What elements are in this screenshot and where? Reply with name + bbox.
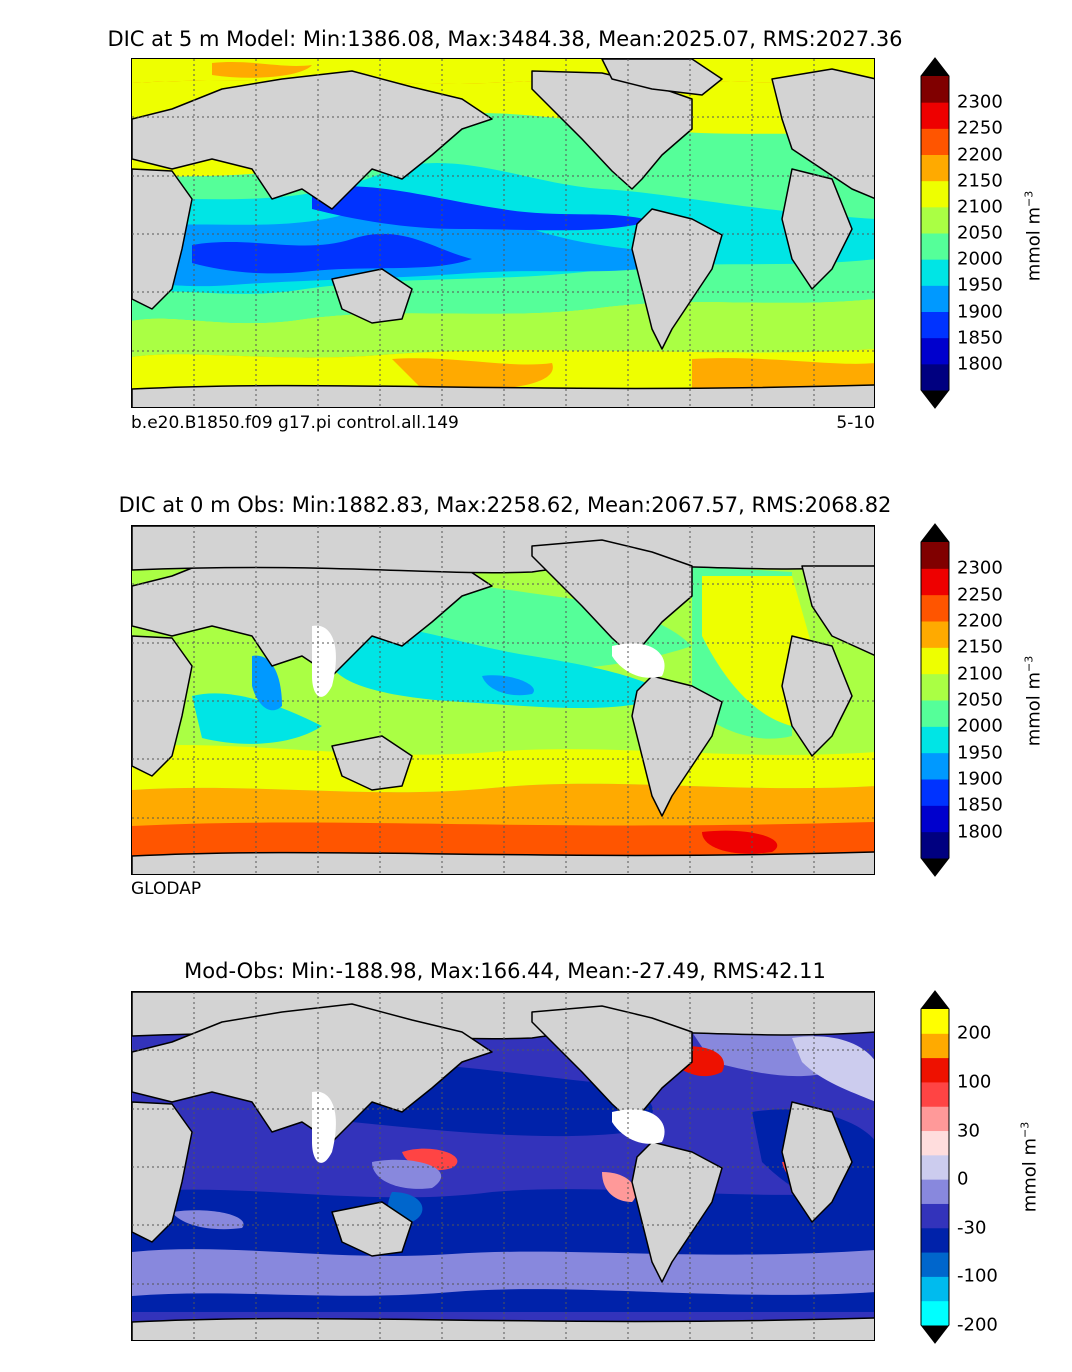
- colorbar-tick-label: 2250: [957, 117, 1003, 139]
- colorbar-swatch: [921, 1300, 949, 1326]
- colorbar-extend-max: [921, 524, 949, 542]
- colorbar-tick-label: -30: [957, 1217, 987, 1239]
- colorbar-swatch: [921, 568, 949, 596]
- colorbar-tick-label: 1900: [957, 301, 1003, 322]
- colorbar-tick-label: 2300: [957, 557, 1003, 579]
- colorbar-tick-label: 2150: [957, 636, 1003, 658]
- colorbar-tick-label: 1800: [957, 353, 1003, 375]
- colorbar-swatch: [921, 128, 949, 155]
- colorbar-extend-min: [921, 1325, 949, 1343]
- colorbar-tick-label: 2050: [957, 222, 1003, 244]
- colorbar-tick-label: 1900: [957, 768, 1003, 790]
- colorbar-swatch: [921, 805, 949, 833]
- colorbar-swatch: [921, 285, 949, 312]
- colorbar-swatch: [921, 1033, 949, 1059]
- left-note: b.e20.B1850.f09 g17.pi control.all.149: [131, 413, 459, 433]
- colorbar-tick-label: 1850: [957, 327, 1003, 349]
- map-obs-dic: [131, 525, 875, 875]
- colorbar-tick-label: 1800: [957, 821, 1003, 843]
- panel-title: DIC at 0 m Obs: Min:1882.83, Max:2258.62…: [118, 493, 892, 517]
- colorbar-tick-label: 2300: [957, 91, 1003, 113]
- colorbar: [920, 990, 950, 1344]
- colorbar-tick-label: 2050: [957, 689, 1003, 711]
- map-diff: [131, 991, 875, 1341]
- colorbar-swatch: [921, 700, 949, 727]
- colorbar-tick-label: 2000: [957, 248, 1003, 270]
- colorbar-swatch: [921, 206, 949, 234]
- colorbar: [920, 57, 950, 409]
- colorbar-swatch: [921, 1130, 949, 1156]
- colorbar-swatch: [921, 1179, 949, 1204]
- panel-title: Mod-Obs: Min:-188.98, Max:166.44, Mean:-…: [184, 959, 826, 983]
- colorbar-svg: [920, 990, 950, 1344]
- map-obs-svg: [132, 526, 874, 874]
- left-note: GLODAP: [131, 879, 202, 899]
- colorbar-swatch: [921, 154, 949, 182]
- colorbar-tick-label: 2100: [957, 196, 1003, 218]
- colorbar-tick-label: 2200: [957, 144, 1003, 165]
- map-model-dic: [131, 58, 875, 408]
- colorbar-unit: mmol m−3: [1022, 655, 1045, 747]
- colorbar-tick-label: -200: [957, 1314, 998, 1336]
- colorbar-swatch: [921, 1106, 949, 1132]
- colorbar-extend-max: [921, 58, 949, 76]
- colorbar-frame: [920, 990, 950, 1344]
- colorbar-tick-label: 2200: [957, 610, 1003, 632]
- colorbar-tick-label: 200: [957, 1022, 992, 1044]
- colorbar-swatch: [921, 76, 949, 103]
- colorbar: [920, 523, 950, 877]
- colorbar-tick-label: 0: [957, 1168, 969, 1190]
- colorbar-svg: [920, 57, 950, 409]
- colorbar-unit: mmol m−3: [1022, 190, 1045, 282]
- colorbar-extend-min: [921, 858, 949, 876]
- colorbar-tick-label: 100: [957, 1071, 992, 1093]
- colorbar-swatch: [921, 621, 949, 648]
- colorbar-extend-max: [921, 991, 949, 1009]
- colorbar-swatch: [921, 726, 949, 754]
- panel-title: DIC at 5 m Model: Min:1386.08, Max:3484.…: [107, 27, 903, 51]
- colorbar-swatch: [921, 594, 949, 622]
- colorbar-frame: [920, 523, 950, 877]
- colorbar-swatch: [921, 363, 949, 391]
- colorbar-swatch: [921, 831, 949, 859]
- colorbar-swatch: [921, 311, 949, 339]
- colorbar-svg: [920, 523, 950, 877]
- map-model-svg: [132, 59, 874, 407]
- colorbar-swatch: [921, 647, 949, 675]
- colorbar-tick-label: 2250: [957, 584, 1003, 606]
- map-diff-svg: [132, 992, 874, 1340]
- colorbar-swatch: [921, 673, 949, 701]
- right-note: 5-10: [836, 413, 875, 433]
- colorbar-extend-min: [921, 390, 949, 408]
- colorbar-swatch: [921, 1252, 949, 1277]
- colorbar-swatch: [921, 102, 949, 129]
- colorbar-tick-label: 30: [957, 1120, 980, 1142]
- colorbar-swatch: [921, 752, 949, 780]
- colorbar-swatch: [921, 1276, 949, 1302]
- colorbar-tick-label: 1950: [957, 274, 1003, 296]
- colorbar-swatch: [921, 1057, 949, 1083]
- colorbar-swatch: [921, 233, 949, 260]
- colorbar-swatch: [921, 779, 949, 806]
- colorbar-swatch: [921, 1009, 949, 1034]
- colorbar-swatch: [921, 1227, 949, 1253]
- colorbar-tick-label: 1850: [957, 794, 1003, 816]
- colorbar-tick-label: 1950: [957, 742, 1003, 764]
- colorbar-tick-label: 2000: [957, 715, 1003, 737]
- colorbar-tick-label: 2100: [957, 663, 1003, 685]
- colorbar-swatch: [921, 337, 949, 365]
- colorbar-unit: mmol m−3: [1018, 1121, 1041, 1213]
- colorbar-tick-label: 2150: [957, 170, 1003, 192]
- colorbar-swatch: [921, 180, 949, 208]
- colorbar-swatch: [921, 259, 949, 286]
- colorbar-swatch: [921, 1203, 949, 1229]
- colorbar-swatch: [921, 542, 949, 569]
- colorbar-frame: [920, 57, 950, 409]
- colorbar-swatch: [921, 1081, 949, 1107]
- colorbar-swatch: [921, 1154, 949, 1180]
- colorbar-tick-label: -100: [957, 1265, 998, 1287]
